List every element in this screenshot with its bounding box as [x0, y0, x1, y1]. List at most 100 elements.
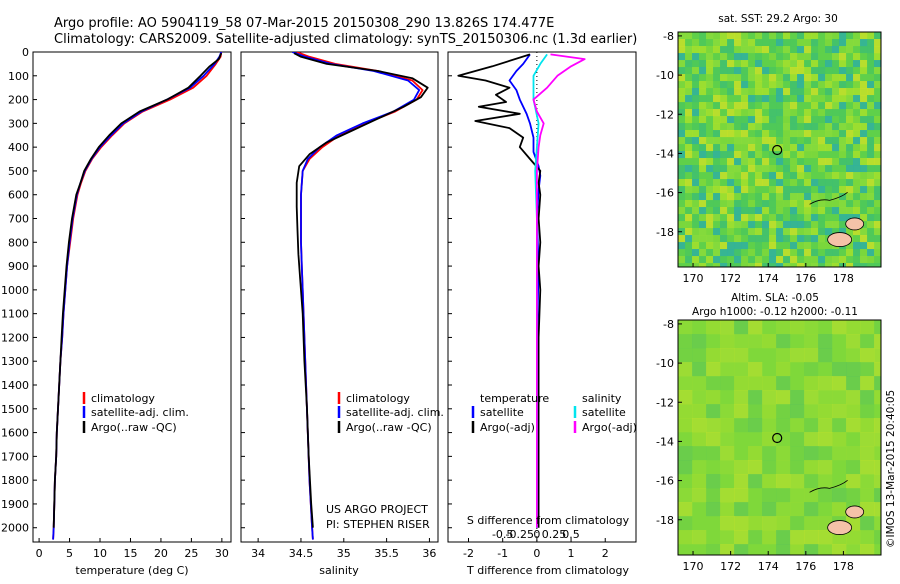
map-cell [713, 151, 721, 159]
map-cell [790, 109, 798, 117]
depth-tick-label: 500 [8, 165, 29, 178]
map-cell [846, 109, 854, 117]
map-cell [811, 200, 819, 208]
map-cell [685, 67, 693, 75]
map-cell [846, 446, 861, 461]
map-cell [797, 200, 805, 208]
map-cell [727, 193, 735, 201]
map-cell [727, 151, 735, 159]
map-cell [734, 334, 749, 349]
map-cell [804, 186, 812, 194]
map-cell [734, 362, 749, 377]
map-cell [692, 418, 707, 433]
map-cell [818, 242, 826, 250]
map-cell [755, 214, 763, 222]
map-cell [720, 165, 728, 173]
x-tick-label: -1 [497, 547, 508, 560]
map-cell [874, 151, 881, 159]
map-cell [804, 172, 812, 180]
map-cell [720, 207, 728, 215]
map-cell [706, 544, 721, 555]
map-cell [762, 460, 777, 475]
map-cell [734, 502, 749, 517]
map-cell [748, 137, 756, 145]
map-cell [776, 214, 784, 222]
map-cell [741, 88, 749, 96]
map-cell [734, 172, 742, 180]
map-cell [874, 46, 881, 54]
map-cell [818, 404, 833, 419]
map-cell [790, 488, 805, 503]
map-cell [699, 102, 707, 110]
map-cell [678, 60, 686, 68]
map-cell [790, 137, 798, 145]
map-cell [776, 67, 784, 75]
map-cell [713, 53, 721, 61]
map-cell [825, 242, 833, 250]
map-cell [769, 151, 777, 159]
map-cell [797, 46, 805, 54]
map-cell [811, 130, 819, 138]
map-cell [692, 221, 700, 229]
map-cell [860, 193, 868, 201]
map-cell [734, 249, 742, 257]
map-cell [797, 137, 805, 145]
map-cell [734, 460, 749, 475]
map-cell [769, 123, 777, 131]
map-cell [692, 74, 700, 82]
map-cell [692, 116, 700, 124]
map-cell [818, 32, 826, 40]
map-cell [678, 53, 686, 61]
map-cell [797, 102, 805, 110]
map-cell [790, 474, 805, 489]
map-cell [748, 214, 756, 222]
map-cell [804, 130, 812, 138]
map-cell [748, 179, 756, 187]
map-cell [867, 242, 875, 250]
map-cell [846, 193, 854, 201]
map-cell [755, 88, 763, 96]
map-cell [762, 376, 777, 391]
reef-outline [809, 480, 848, 493]
map-cell [720, 39, 728, 47]
map-cell [741, 95, 749, 103]
map-cell [853, 256, 861, 264]
map-cell [727, 74, 735, 82]
map-cell [825, 60, 833, 68]
map-cell [860, 109, 868, 117]
figure-title-line2: Climatology: CARS2009. Satellite-adjuste… [54, 32, 637, 47]
map-cell [769, 81, 777, 89]
map-cell [832, 362, 847, 377]
map-cell [748, 221, 756, 229]
map-cell [797, 256, 805, 264]
map-cell [811, 221, 819, 229]
map-cell [706, 348, 721, 363]
map-cell [678, 249, 686, 257]
difference-xlabel: T difference from climatology [466, 564, 629, 577]
map-cell [818, 418, 833, 433]
map-cell [867, 200, 875, 208]
map-cell [874, 123, 881, 131]
map-cell [783, 249, 791, 257]
map-cell [860, 67, 868, 75]
map-cell [860, 544, 875, 555]
map-cell [804, 348, 819, 363]
map-cell [720, 460, 735, 475]
map-cell [678, 544, 693, 555]
map-cell [790, 263, 798, 267]
map-cell [860, 53, 868, 61]
map-cell [741, 39, 749, 47]
map-cell [685, 193, 693, 201]
map-cell [748, 116, 756, 124]
map-cell [706, 390, 721, 405]
map-cell [839, 249, 847, 257]
map-cell [720, 151, 728, 159]
map-cell [874, 67, 881, 75]
map-cell [790, 144, 798, 152]
map-cell [874, 81, 881, 89]
map-cell [776, 165, 784, 173]
map-cell [748, 123, 756, 131]
map-cell [713, 95, 721, 103]
map-cell [706, 228, 714, 236]
map-cell [811, 186, 819, 194]
